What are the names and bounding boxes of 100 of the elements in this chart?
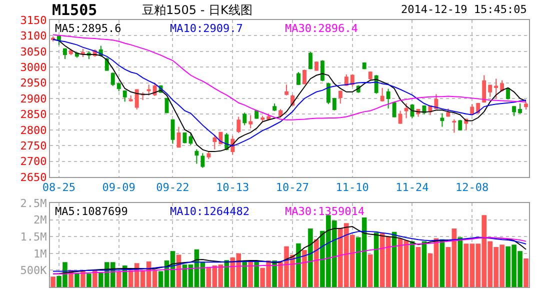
- candlestick: [110, 72, 115, 86]
- bar: [308, 228, 313, 287]
- candlestick: [452, 118, 456, 134]
- candlestick: [170, 118, 175, 144]
- candlestick: [434, 94, 438, 110]
- x-tick-label: 08-25: [42, 181, 76, 194]
- candlestick: [206, 151, 211, 160]
- x-tick-label: 11-24: [396, 181, 430, 194]
- candlestick: [368, 70, 372, 80]
- bar: [374, 232, 379, 287]
- y-tick-label: 1M: [34, 247, 48, 260]
- candlestick: [122, 90, 127, 102]
- candlestick: [524, 102, 528, 110]
- chart-subtitle: 豆粕1505 - 日K线图: [142, 3, 252, 17]
- candlestick: [188, 132, 193, 146]
- text: MA5:1087699: [55, 205, 128, 218]
- y-tick-label: 2900: [20, 92, 47, 106]
- y-tick-label: 2650: [20, 170, 47, 184]
- candlestick: [512, 106, 516, 117]
- candlestick: [482, 74, 486, 104]
- x-tick-label: 09-22: [156, 181, 190, 194]
- candlestick: [128, 94, 133, 102]
- candlestick: [392, 101, 396, 118]
- line-series: [52, 237, 527, 274]
- candlestick: [296, 72, 300, 86]
- candlestick: [470, 104, 474, 116]
- candlestick: [116, 82, 121, 92]
- text: MA10:1264482: [170, 205, 250, 218]
- candlestick: [350, 74, 354, 88]
- y-tick-label: 2M: [34, 214, 48, 227]
- bar: [74, 272, 80, 287]
- candlestick: [338, 90, 342, 104]
- candlestick: [176, 126, 181, 148]
- candlestick: [344, 74, 348, 86]
- bar: [296, 243, 301, 287]
- candlestick: [80, 48, 85, 58]
- bar: [92, 270, 98, 287]
- candlestick: [308, 52, 312, 70]
- x-tick-label: 10-27: [276, 181, 310, 194]
- candlestick: [362, 62, 366, 70]
- y-tick-label: 3000: [20, 60, 47, 74]
- y-tick-label: 3050: [20, 45, 47, 58]
- bar: [86, 274, 92, 287]
- candlestick: [380, 87, 384, 102]
- candlestick: [404, 102, 408, 119]
- candlestick: [302, 69, 306, 85]
- x-tick-label: 12-08: [456, 181, 489, 194]
- candlestick: [51, 36, 55, 42]
- candlestick: [332, 97, 336, 111]
- x-tick-label: 10-13: [216, 181, 250, 194]
- bar: [458, 237, 463, 287]
- candlestick: [242, 112, 247, 126]
- candlestick: [314, 60, 318, 72]
- chart-title: M1505: [52, 1, 98, 19]
- bar: [116, 272, 122, 287]
- bar: [422, 241, 427, 287]
- y-tick-label: 2700: [20, 155, 47, 168]
- candlestick: [254, 109, 259, 120]
- bar: [416, 247, 421, 287]
- y-tick-label: 2.5M: [20, 196, 48, 210]
- candlestick: [398, 110, 402, 124]
- y-tick-label: 2950: [20, 76, 47, 90]
- bar: [302, 250, 307, 287]
- candlestick: [446, 108, 450, 118]
- bar: [80, 270, 86, 287]
- text: MA10:2909.7: [170, 22, 243, 35]
- candlestick: [272, 103, 276, 112]
- bar: [242, 260, 247, 287]
- x-tick-label: 09-09: [102, 181, 136, 194]
- candlestick: [458, 119, 462, 132]
- bar: [50, 276, 56, 287]
- y-tick-label: 3100: [20, 30, 47, 43]
- text: 2014-12-19 15:45:05: [401, 3, 527, 16]
- y-tick-label: 2800: [20, 124, 47, 137]
- candlestick: [260, 115, 265, 122]
- text: MA30:1359014: [285, 205, 365, 218]
- candlestick: [146, 84, 151, 96]
- line-series: [52, 34, 527, 120]
- candlestick: [518, 103, 522, 114]
- bar: [524, 258, 528, 287]
- candlestick: [278, 108, 282, 118]
- bar: [368, 254, 373, 287]
- candlestick: [320, 60, 324, 82]
- y-tick-label: 2850: [20, 108, 47, 122]
- candlestick: [134, 88, 139, 110]
- candlestick: [200, 152, 205, 168]
- candlestick: [506, 87, 510, 100]
- candlestick: [284, 84, 288, 96]
- candlestick: [326, 82, 330, 105]
- y-tick-label: 500K: [20, 264, 48, 278]
- series-label: MA5:2895.6: [55, 22, 122, 35]
- text: MA30:2896.4: [285, 22, 358, 35]
- bar: [248, 261, 253, 287]
- bar: [254, 261, 259, 287]
- candlestick: [488, 84, 492, 98]
- bar: [314, 239, 319, 287]
- candlestick: [63, 48, 67, 60]
- x-tick-label: 11-10: [336, 181, 369, 194]
- candlestick: [236, 116, 241, 134]
- candlestick: [212, 134, 217, 150]
